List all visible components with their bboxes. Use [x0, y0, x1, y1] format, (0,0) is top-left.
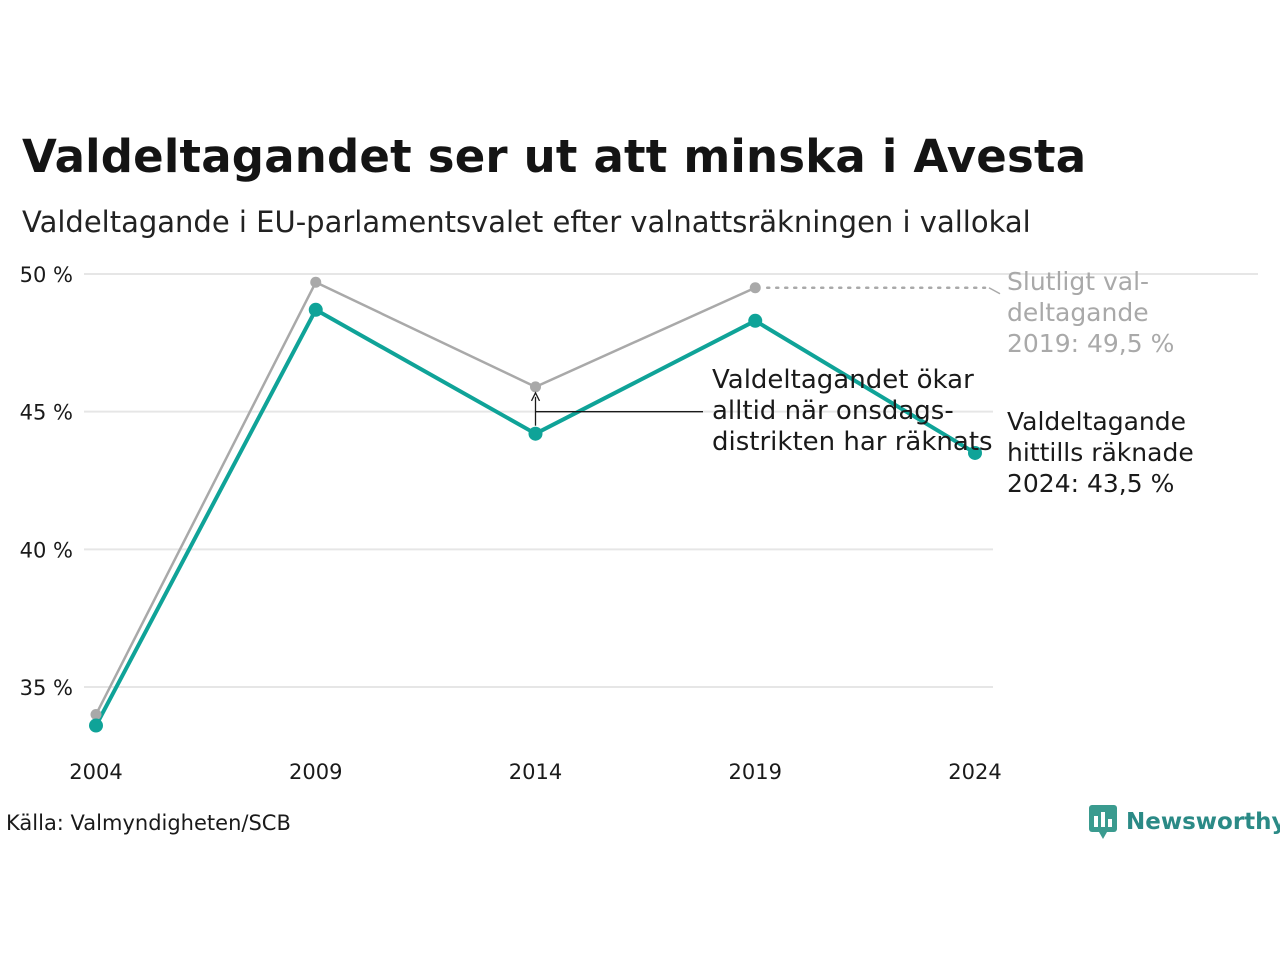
preliminary-data-point — [89, 718, 103, 733]
source-note: Källa: Valmyndigheten/SCB — [6, 811, 291, 835]
y-tick-label: 35 % — [20, 676, 73, 700]
preliminary-data-point — [308, 302, 323, 317]
y-tick-label: 45 % — [20, 401, 73, 425]
x-tick-label: 2009 — [289, 760, 342, 784]
brand-name: Newsworthy — [1126, 809, 1280, 835]
x-tick-label: 2014 — [509, 760, 562, 784]
preliminary-data-point — [528, 426, 543, 441]
chart-title: Valdeltagandet ser ut att minska i Avest… — [22, 130, 1087, 183]
final-series-line — [94, 281, 756, 716]
preliminary-data-point — [968, 445, 982, 460]
final-label-leader-tick — [988, 287, 1001, 295]
y-tick-label: 50 % — [20, 263, 73, 287]
chart-subtitle: Valdeltagande i EU-parlamentsvalet efter… — [22, 205, 1031, 239]
final-turnout-label: Slutligt val-deltagande 2019: 49,5 % — [1007, 267, 1174, 358]
line-chart: 35 % 40 % 45 % 50 % 2004 2009 2014 2019 2024 Sl… — [20, 263, 1258, 784]
newsworthy-logo-icon — [1089, 805, 1117, 839]
newsworthy-logo: Newsworthy — [1088, 804, 1280, 840]
x-tick-label: 2004 — [69, 760, 122, 784]
gap-arrow-head — [530, 391, 541, 402]
final-data-point — [530, 381, 541, 393]
gap-annotation-text: Valdeltagandet ökar alltid när onsdags-di… — [712, 365, 993, 457]
final-data-point — [749, 282, 761, 294]
x-tick-label: 2019 — [729, 760, 782, 784]
final-data-point — [310, 276, 322, 288]
x-tick-label: 2024 — [948, 760, 1001, 784]
preliminary-data-point — [748, 313, 763, 328]
final-data-point — [90, 709, 102, 721]
current-turnout-label: Valdeltagande hittills räknade 2024: 43,5 … — [1007, 407, 1194, 498]
y-tick-label: 40 % — [20, 538, 73, 562]
